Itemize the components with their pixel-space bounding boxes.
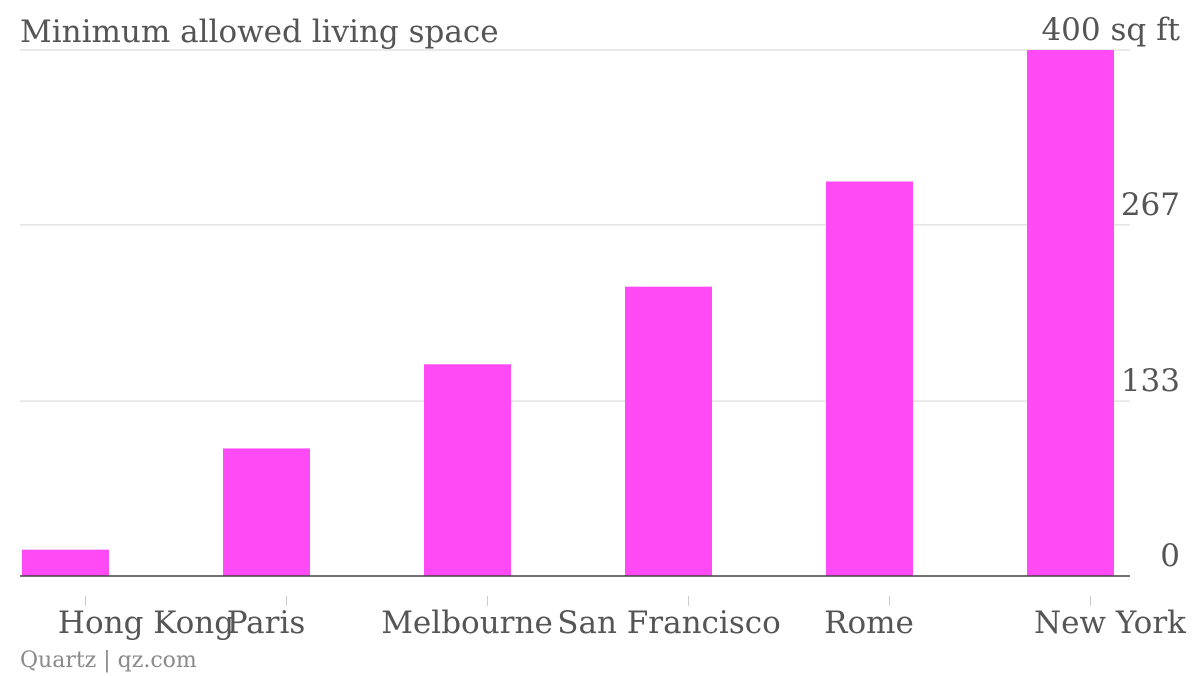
y-tick-label: 0: [1160, 538, 1180, 574]
bar-rome: [826, 181, 913, 576]
bar-paris: [223, 448, 310, 576]
x-category-label: New York: [1034, 605, 1186, 641]
x-category-label: Hong Kong: [58, 605, 234, 641]
x-category-label: Rome: [824, 605, 914, 641]
y-axis-tick-labels: 0 133 267 400 sq ft: [1041, 12, 1180, 574]
bars: [22, 50, 1114, 576]
bar-hong-kong: [22, 549, 109, 576]
bar-melbourne: [424, 364, 511, 576]
y-tick-label: 400 sq ft: [1041, 12, 1180, 48]
gridlines: [20, 49, 1130, 402]
bar-san-francisco: [625, 286, 712, 576]
x-category-label: Paris: [227, 605, 306, 641]
source-credit: Quartz | qz.com: [20, 648, 197, 673]
y-tick-label: 133: [1121, 363, 1180, 399]
chart-title: Minimum allowed living space: [20, 14, 499, 50]
y-tick-label: 267: [1121, 187, 1180, 223]
x-axis-tick-marks: [85, 596, 1091, 606]
x-category-label: San Francisco: [557, 605, 781, 641]
x-category-label: Melbourne: [381, 605, 553, 641]
bar-new-york: [1027, 50, 1114, 576]
